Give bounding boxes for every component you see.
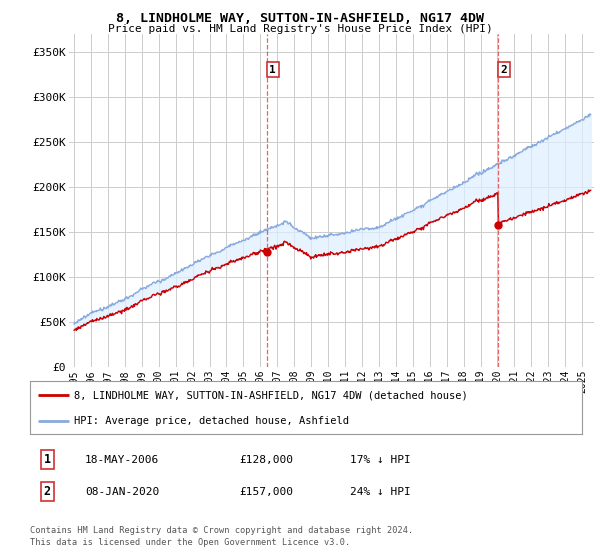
Text: 2: 2 xyxy=(500,64,507,74)
Text: Contains HM Land Registry data © Crown copyright and database right 2024.: Contains HM Land Registry data © Crown c… xyxy=(30,526,413,535)
Text: £128,000: £128,000 xyxy=(240,455,294,465)
Text: 2: 2 xyxy=(44,485,51,498)
Text: 08-JAN-2020: 08-JAN-2020 xyxy=(85,487,160,497)
Text: 17% ↓ HPI: 17% ↓ HPI xyxy=(350,455,411,465)
Text: 8, LINDHOLME WAY, SUTTON-IN-ASHFIELD, NG17 4DW (detached house): 8, LINDHOLME WAY, SUTTON-IN-ASHFIELD, NG… xyxy=(74,390,468,400)
Text: £157,000: £157,000 xyxy=(240,487,294,497)
Text: HPI: Average price, detached house, Ashfield: HPI: Average price, detached house, Ashf… xyxy=(74,416,349,426)
Text: This data is licensed under the Open Government Licence v3.0.: This data is licensed under the Open Gov… xyxy=(30,538,350,547)
Text: 24% ↓ HPI: 24% ↓ HPI xyxy=(350,487,411,497)
Text: 1: 1 xyxy=(269,64,276,74)
Text: 1: 1 xyxy=(44,453,51,466)
Text: 18-MAY-2006: 18-MAY-2006 xyxy=(85,455,160,465)
Text: Price paid vs. HM Land Registry's House Price Index (HPI): Price paid vs. HM Land Registry's House … xyxy=(107,24,493,34)
Text: 8, LINDHOLME WAY, SUTTON-IN-ASHFIELD, NG17 4DW: 8, LINDHOLME WAY, SUTTON-IN-ASHFIELD, NG… xyxy=(116,12,484,25)
